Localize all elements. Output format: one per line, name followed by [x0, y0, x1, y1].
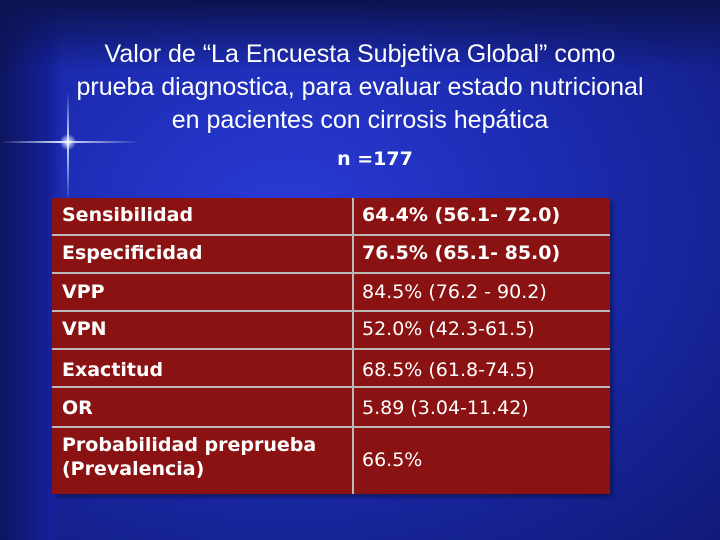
slide-title: Valor de “La Encuesta Subjetiva Global” …: [20, 38, 700, 137]
title-line-2: prueba diagnostica, para evaluar estado …: [76, 73, 644, 101]
row-value-probabilidad: 66.5%: [362, 449, 423, 471]
row-value-or: 5.89 (3.04-11.42): [362, 397, 529, 419]
row-label-exactitud: Exactitud: [62, 359, 164, 381]
row-label-especificidad: Especificidad: [62, 242, 203, 264]
row-divider: [52, 426, 610, 428]
title-line-3: en pacientes con cirrosis hepática: [171, 106, 549, 134]
row-divider: [52, 234, 610, 236]
results-table: Sensibilidad 64.4% (56.1- 72.0) Especifi…: [52, 198, 610, 494]
row-divider: [52, 386, 610, 388]
row-value-vpn: 52.0% (42.3-61.5): [362, 318, 535, 340]
row-value-vpp: 84.5% (76.2 - 90.2): [362, 281, 547, 303]
column-divider: [352, 198, 354, 494]
row-label-probabilidad-line-2: (Prevalencia): [62, 458, 205, 480]
row-value-sensibilidad: 64.4% (56.1- 72.0): [362, 204, 561, 226]
left-gradient-bar: [0, 0, 62, 540]
row-value-exactitud: 68.5% (61.8-74.5): [362, 359, 535, 381]
row-label-vpn: VPN: [62, 318, 107, 340]
row-label-sensibilidad: Sensibilidad: [62, 204, 194, 226]
row-value-especificidad: 76.5% (65.1- 85.0): [362, 242, 561, 264]
row-label-probabilidad-line-1: Probabilidad preprueba: [62, 434, 317, 456]
row-divider: [52, 272, 610, 274]
row-divider: [52, 348, 610, 350]
title-line-1: Valor de “La Encuesta Subjetiva Global” …: [104, 40, 616, 68]
row-label-or: OR: [62, 397, 93, 419]
row-divider: [52, 310, 610, 312]
top-gradient-bar: [0, 0, 720, 70]
sample-size: n =177: [337, 148, 413, 170]
row-label-vpp: VPP: [62, 281, 105, 303]
light-flare-center: [60, 134, 76, 150]
